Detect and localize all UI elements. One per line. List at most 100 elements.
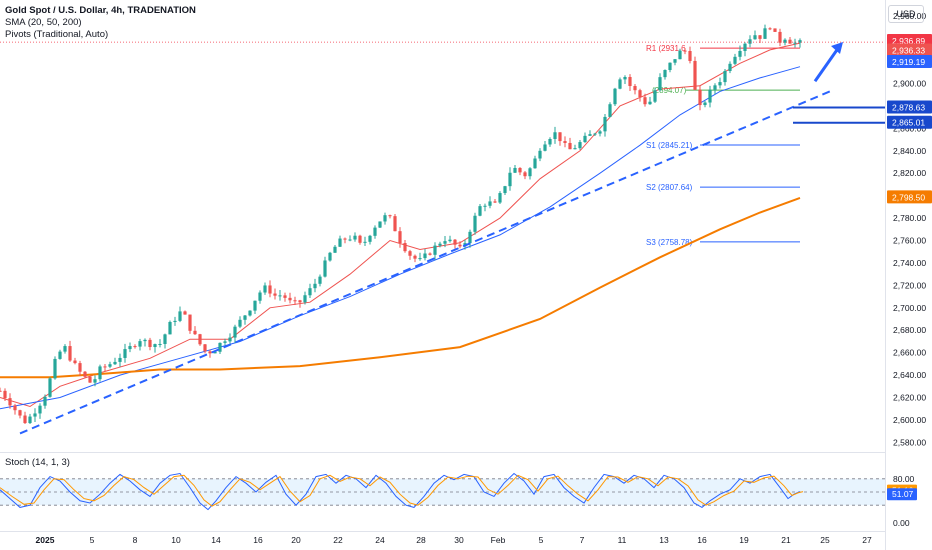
- candle-body: [378, 221, 382, 228]
- candle-body: [698, 89, 702, 106]
- candle-body: [338, 238, 342, 247]
- candle-body: [598, 131, 602, 134]
- candle-body: [213, 351, 217, 354]
- candle-body: [328, 252, 332, 261]
- candle-body: [613, 88, 617, 105]
- candle-body: [143, 339, 147, 342]
- candle-body: [748, 39, 752, 44]
- y-tick-label: 2,840.00: [893, 146, 926, 156]
- candle-body: [523, 172, 527, 177]
- price-label-value: 2,936.33: [892, 46, 925, 56]
- candle-body: [533, 158, 537, 169]
- candle-body: [453, 239, 457, 245]
- candle-body: [393, 216, 397, 232]
- price-label-value: 2,878.63: [892, 102, 925, 112]
- pivots-legend[interactable]: Pivots (Traditional, Auto): [5, 29, 109, 40]
- candle-body: [33, 413, 37, 417]
- candle-body: [468, 231, 472, 244]
- price-label-value: 2,919.19: [892, 57, 925, 67]
- candle-body: [653, 90, 657, 102]
- candle-body: [498, 193, 502, 203]
- candle-body: [673, 59, 677, 63]
- sma-legend[interactable]: SMA (20, 50, 200): [5, 17, 82, 28]
- x-tick-label: 16: [253, 535, 263, 545]
- candle-body: [343, 238, 347, 240]
- x-tick-label: Feb: [491, 535, 506, 545]
- y-tick-label: 2,820.00: [893, 168, 926, 178]
- x-axis[interactable]: 2025 5 8 10 14 16 20 22 24 28 30 Feb 5 7 11 13 16 19 21 25 2…: [36, 535, 872, 545]
- candle-body: [743, 43, 747, 51]
- arrow-head-icon: [831, 42, 843, 55]
- candle-body: [168, 321, 172, 335]
- candle-body: [288, 297, 292, 301]
- candle-body: [398, 231, 402, 244]
- x-tick-label: 11: [618, 535, 627, 545]
- candle-body: [258, 292, 262, 301]
- candle-body: [268, 285, 272, 294]
- candle-body: [113, 361, 117, 365]
- x-tick-label: 19: [739, 535, 749, 545]
- pivot-label: S3 (2758.78): [646, 238, 693, 247]
- candle-body: [193, 330, 197, 335]
- trendline[interactable]: [19, 42, 843, 435]
- candle-body: [638, 90, 642, 98]
- candle-body: [58, 351, 62, 359]
- currency-button[interactable]: USD: [888, 5, 924, 23]
- y-axis[interactable]: 2,580.00 2,600.00 2,620.00 2,640.00 2,660.00…: [893, 11, 926, 447]
- candle-body: [323, 260, 327, 277]
- candle-body: [773, 28, 777, 32]
- candle-body: [368, 235, 372, 242]
- candle-body: [628, 76, 632, 87]
- candle-body: [278, 295, 282, 297]
- candle-body: [388, 215, 392, 217]
- candle-body: [588, 134, 592, 136]
- candle-body: [563, 141, 567, 143]
- candle-body: [763, 28, 767, 39]
- y-tick-label: 2,580.00: [893, 437, 926, 447]
- x-tick-label: 20: [291, 535, 301, 545]
- candle-body: [243, 315, 247, 320]
- candle-body: [478, 206, 482, 216]
- x-tick-label: 14: [211, 535, 221, 545]
- candle-body: [528, 168, 532, 177]
- sma-line: [0, 196, 801, 379]
- candle-body: [503, 186, 507, 194]
- candle-body: [758, 35, 762, 39]
- candle-body: [203, 344, 207, 352]
- horizontal-lines[interactable]: [0, 41, 885, 124]
- price-label-box: [887, 115, 932, 129]
- candle-body: [353, 235, 357, 240]
- chart-title: Gold Spot / U.S. Dollar, 4h, TRADENATION: [5, 5, 196, 16]
- price-label-box: [887, 190, 932, 204]
- candle-body: [223, 341, 227, 343]
- stoch-legend[interactable]: Stoch (14, 1, 3): [5, 457, 70, 468]
- candle-body: [28, 416, 32, 424]
- price-label-box: [887, 54, 932, 68]
- candle-body: [313, 283, 317, 289]
- candle-body: [623, 76, 627, 80]
- candles: [0, 24, 802, 425]
- candle-body: [63, 346, 67, 352]
- y-tick-label: 2,760.00: [893, 236, 926, 246]
- candle-body: [118, 357, 122, 362]
- x-tick-label: 25: [820, 535, 830, 545]
- x-tick-label: 30: [454, 535, 464, 545]
- candle-body: [733, 56, 737, 64]
- arrow-shaft: [813, 46, 841, 83]
- candle-body: [163, 334, 167, 344]
- stoch-label-value: 51.07: [892, 489, 914, 499]
- candle-body: [753, 35, 757, 40]
- sma-line: [0, 66, 801, 410]
- candle-body: [408, 251, 412, 256]
- candle-body: [443, 241, 447, 244]
- candle-body: [363, 241, 367, 243]
- candle-body: [768, 28, 772, 30]
- candle-body: [678, 50, 682, 60]
- candle-body: [548, 138, 552, 145]
- candle-body: [783, 39, 787, 43]
- stoch-label-box: [887, 488, 917, 501]
- candle-body: [658, 77, 662, 91]
- y-tick-label: 2,960.00: [893, 11, 926, 21]
